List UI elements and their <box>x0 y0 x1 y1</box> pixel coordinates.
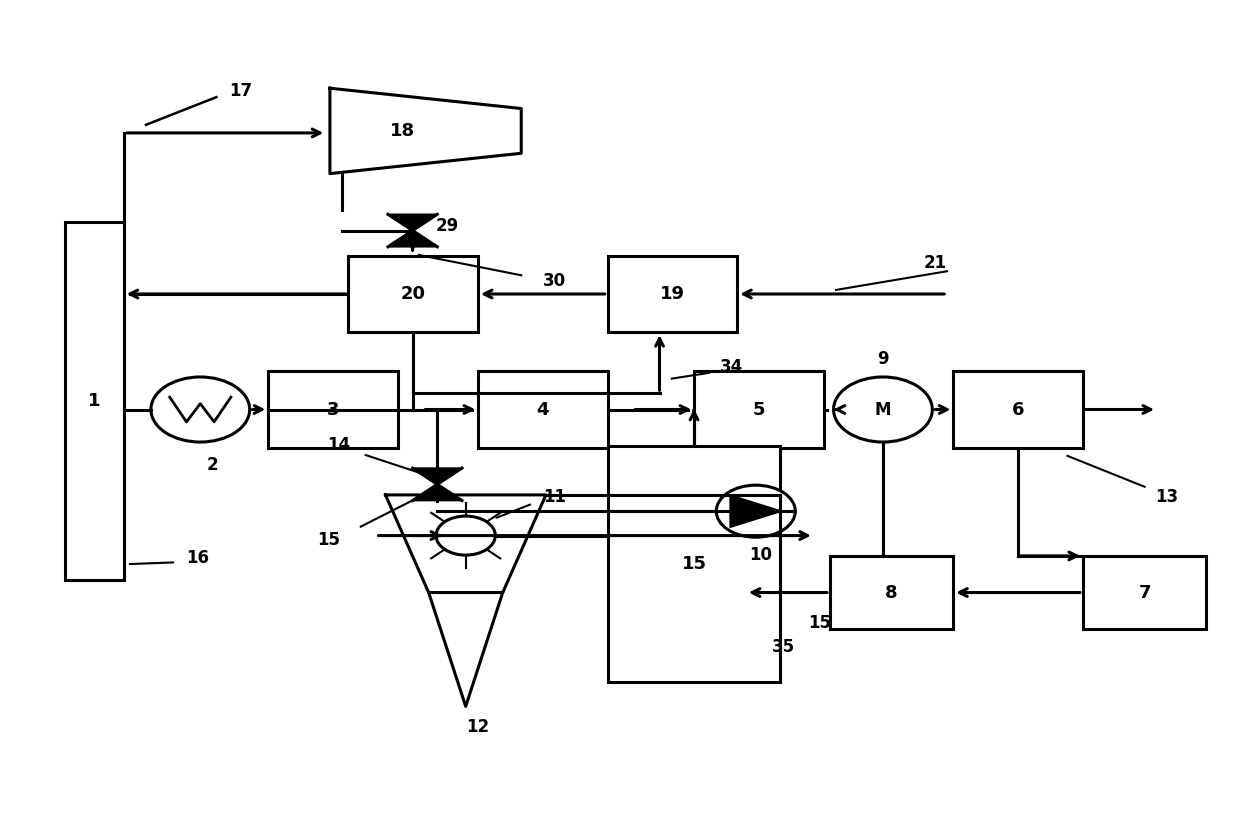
Text: 13: 13 <box>1156 487 1178 505</box>
Text: 11: 11 <box>543 487 567 505</box>
Polygon shape <box>388 230 438 247</box>
Text: 10: 10 <box>749 546 773 564</box>
Text: 15: 15 <box>317 531 340 549</box>
Text: 15: 15 <box>808 614 832 632</box>
Text: 19: 19 <box>660 285 684 303</box>
Polygon shape <box>413 468 463 484</box>
Bar <box>830 556 954 629</box>
Polygon shape <box>330 88 521 174</box>
Text: 34: 34 <box>719 358 743 376</box>
Text: 35: 35 <box>771 638 795 656</box>
Text: 12: 12 <box>466 717 490 735</box>
Polygon shape <box>413 484 463 500</box>
Text: 9: 9 <box>877 350 889 368</box>
Text: 4: 4 <box>537 400 549 419</box>
Text: M: M <box>874 400 892 419</box>
Bar <box>64 223 124 581</box>
Text: 14: 14 <box>327 437 350 455</box>
Circle shape <box>717 485 795 537</box>
Text: 20: 20 <box>401 285 425 303</box>
Circle shape <box>436 516 495 555</box>
Polygon shape <box>730 495 781 527</box>
Text: 17: 17 <box>229 82 253 100</box>
Bar <box>348 256 479 333</box>
Bar <box>479 371 608 448</box>
Text: 5: 5 <box>753 400 765 419</box>
Text: 16: 16 <box>186 549 210 567</box>
Bar <box>268 371 398 448</box>
Text: 2: 2 <box>207 456 218 474</box>
Text: 3: 3 <box>327 400 340 419</box>
Bar <box>608 446 780 682</box>
Polygon shape <box>388 215 438 230</box>
Text: 6: 6 <box>1012 400 1024 419</box>
Text: 30: 30 <box>543 272 567 290</box>
Bar <box>694 371 823 448</box>
Text: 8: 8 <box>885 583 898 601</box>
Bar <box>608 256 738 333</box>
Text: 15: 15 <box>682 555 707 573</box>
Circle shape <box>833 377 932 442</box>
Bar <box>954 371 1083 448</box>
Circle shape <box>151 377 249 442</box>
Text: 29: 29 <box>435 217 459 235</box>
Text: 18: 18 <box>391 122 415 140</box>
Bar <box>1083 556 1207 629</box>
Text: 1: 1 <box>88 392 100 410</box>
Text: 7: 7 <box>1138 583 1151 601</box>
Text: 21: 21 <box>924 254 946 272</box>
